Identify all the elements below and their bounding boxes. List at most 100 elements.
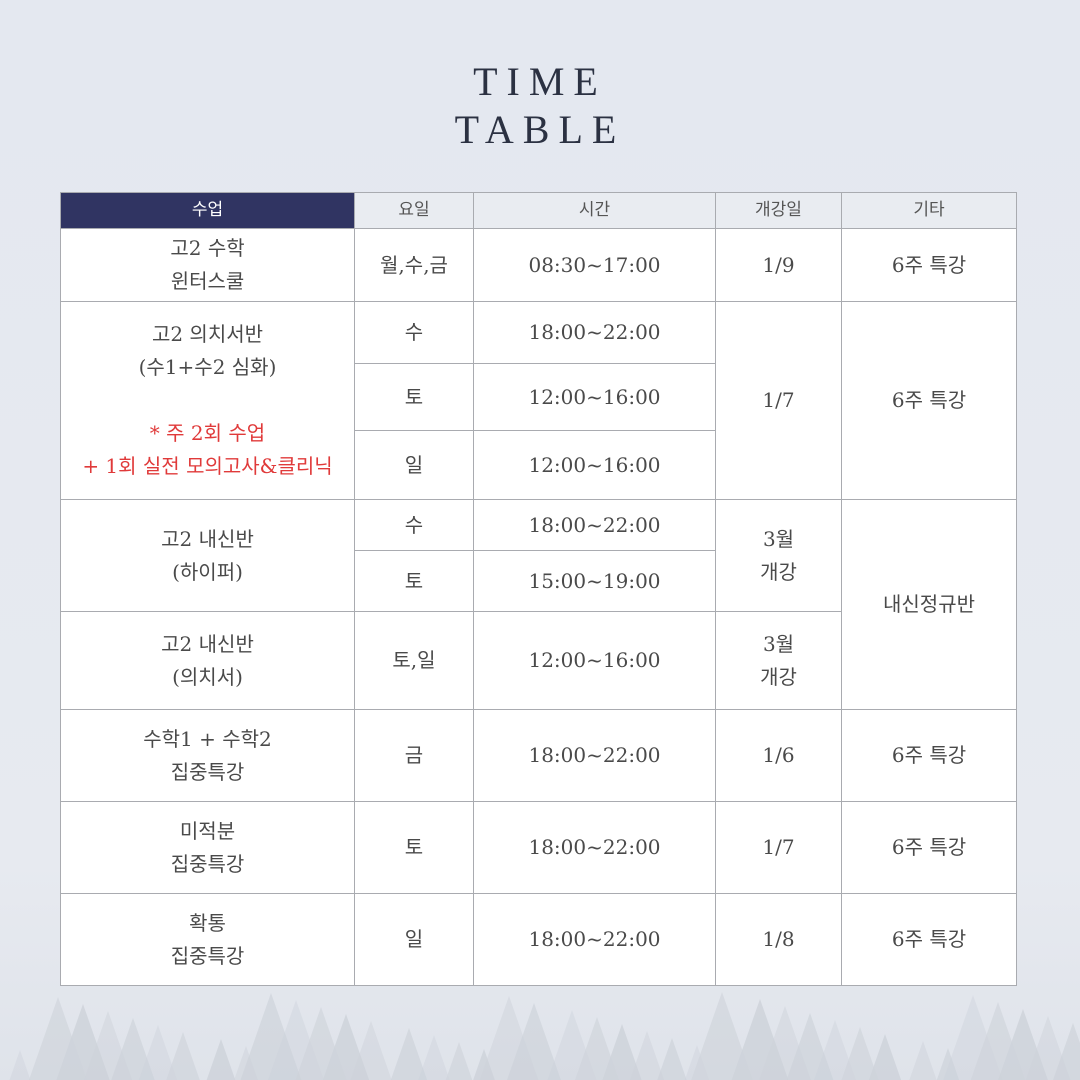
table-row: 토 15:00~19:00 (61, 550, 1017, 612)
header-etc: 기타 (841, 192, 1017, 229)
tree-shape (936, 1048, 960, 1080)
tree-shape (909, 1041, 937, 1080)
tree-shape (629, 1031, 665, 1080)
start-cell: 1/7 (715, 801, 842, 894)
start-text: 3월 (762, 526, 795, 551)
class-cell: 고2 내신반 (의치서) (60, 611, 355, 710)
table-row: 수학1 + 수학2 집중특강 금 18:00~22:00 1/6 6주 특강 (60, 709, 1017, 802)
tree-shape (691, 992, 753, 1080)
day-cell: 일 (354, 430, 474, 500)
time-cell: 18:00~22:00 (473, 499, 716, 551)
tree-shape (166, 1032, 200, 1080)
day-cell: 토,일 (354, 611, 474, 710)
forest-background (9, 992, 1080, 1080)
tree-shape (138, 1025, 178, 1080)
timetable: 수업 요일 시간 개강일 기타 고2 수학 윈터스쿨 월,수,금 08:30~17… (60, 192, 1017, 986)
tree-shape (56, 1004, 110, 1080)
time-cell: 18:00~22:00 (473, 893, 716, 986)
tree-shape (868, 1034, 902, 1080)
header-class: 수업 (60, 192, 355, 229)
start-cell: 1/7 (715, 301, 842, 500)
tree-shape (841, 1027, 879, 1080)
tree-shape (240, 993, 302, 1080)
tree-shape (445, 1042, 473, 1080)
header-start-date: 개강일 (715, 192, 842, 229)
etc-cell: 내신정규반 (841, 499, 1017, 710)
header-time: 시간 (473, 192, 716, 229)
start-cell: 1/9 (715, 228, 842, 302)
class-name: (의치서) (172, 664, 243, 689)
start-text: 3월 (762, 631, 795, 656)
class-name: 집중특강 (170, 943, 245, 968)
class-name: 수학1 + 수학2 (143, 726, 272, 751)
class-cell: 수학1 + 수학2 집중특강 (60, 709, 355, 802)
table-row: 고2 의치서반 (수1+수2 심화) * 주 2회 수업 + 1회 실전 모의고… (60, 301, 1017, 500)
tree-shape (547, 1010, 597, 1080)
class-name: 고2 수학 (170, 236, 245, 260)
time-cell: 18:00~22:00 (473, 801, 716, 894)
day-cell: 토 (354, 550, 474, 612)
class-cell: 고2 내신반 (하이퍼) (60, 499, 355, 612)
table-row: 미적분 집중특강 토 18:00~22:00 1/7 6주 특강 (60, 801, 1017, 894)
tree-shape (684, 1045, 710, 1080)
tree-shape (602, 1024, 642, 1080)
start-text: 개강 (760, 664, 797, 689)
time-cell: 15:00~19:00 (473, 550, 716, 612)
etc-cell: 6주 특강 (841, 893, 1017, 986)
etc-cell: 6주 특강 (841, 709, 1017, 802)
tree-shape (1053, 1023, 1080, 1080)
day-cell: 토 (354, 801, 474, 894)
page-title: TIME TABLE (454, 59, 626, 152)
etc-cell: 6주 특강 (841, 301, 1017, 500)
tree-shape (731, 999, 789, 1080)
day-cell: 수 (354, 301, 474, 364)
class-cell: 고2 의치서반 (수1+수2 심화) * 주 2회 수업 + 1회 실전 모의고… (60, 301, 355, 500)
class-name: 고2 내신반 (161, 631, 254, 656)
tree-shape (473, 1049, 495, 1080)
start-cell: 1/8 (715, 893, 842, 986)
class-name: 집중특강 (170, 759, 245, 784)
class-name: 확통 (189, 910, 226, 935)
class-note: + 1회 실전 모의고사&클리닉 (82, 454, 333, 478)
class-name: 집중특강 (170, 851, 245, 876)
tree-shape (998, 1009, 1048, 1080)
table-row: 고2 수학 윈터스쿨 월,수,금 08:30~17:00 1/9 6주 특강 (60, 228, 1017, 302)
day-cell: 월,수,금 (354, 228, 474, 302)
time-cell: 18:00~22:00 (473, 301, 716, 364)
time-cell: 12:00~16:00 (473, 430, 716, 500)
class-note: * 주 2회 수업 (149, 421, 266, 445)
class-name: 미적분 (179, 818, 236, 843)
tree-shape (786, 1013, 834, 1080)
tree-shape (507, 1003, 561, 1080)
tree-shape (657, 1038, 687, 1080)
tree-shape (943, 995, 1003, 1080)
table-row: 토 12:00~16:00 (61, 363, 1017, 431)
class-name: (수1+수2 심화) (138, 355, 277, 379)
start-text: 개강 (760, 559, 797, 584)
class-name: (하이퍼) (172, 559, 243, 584)
header-day: 요일 (354, 192, 474, 229)
day-cell: 수 (354, 499, 474, 551)
tree-shape (390, 1028, 428, 1080)
tree-shape (350, 1021, 392, 1080)
time-cell: 12:00~16:00 (473, 611, 716, 710)
day-cell: 일 (354, 893, 474, 986)
class-name: 고2 의치서반 (151, 322, 264, 346)
tree-shape (322, 1014, 370, 1080)
tree-shape (9, 1050, 31, 1080)
table-row: 고2 내신반 (하이퍼) 수 18:00~22:00 3월 개강 내신정규반 (60, 499, 1017, 710)
tree-shape (268, 1000, 324, 1080)
tree-shape (418, 1035, 450, 1080)
tree-shape (814, 1020, 856, 1080)
start-cell: 1/6 (715, 709, 842, 802)
class-name: 윈터스쿨 (170, 269, 245, 293)
etc-cell: 6주 특강 (841, 228, 1017, 302)
time-cell: 18:00~22:00 (473, 709, 716, 802)
tree-shape (111, 1018, 155, 1080)
